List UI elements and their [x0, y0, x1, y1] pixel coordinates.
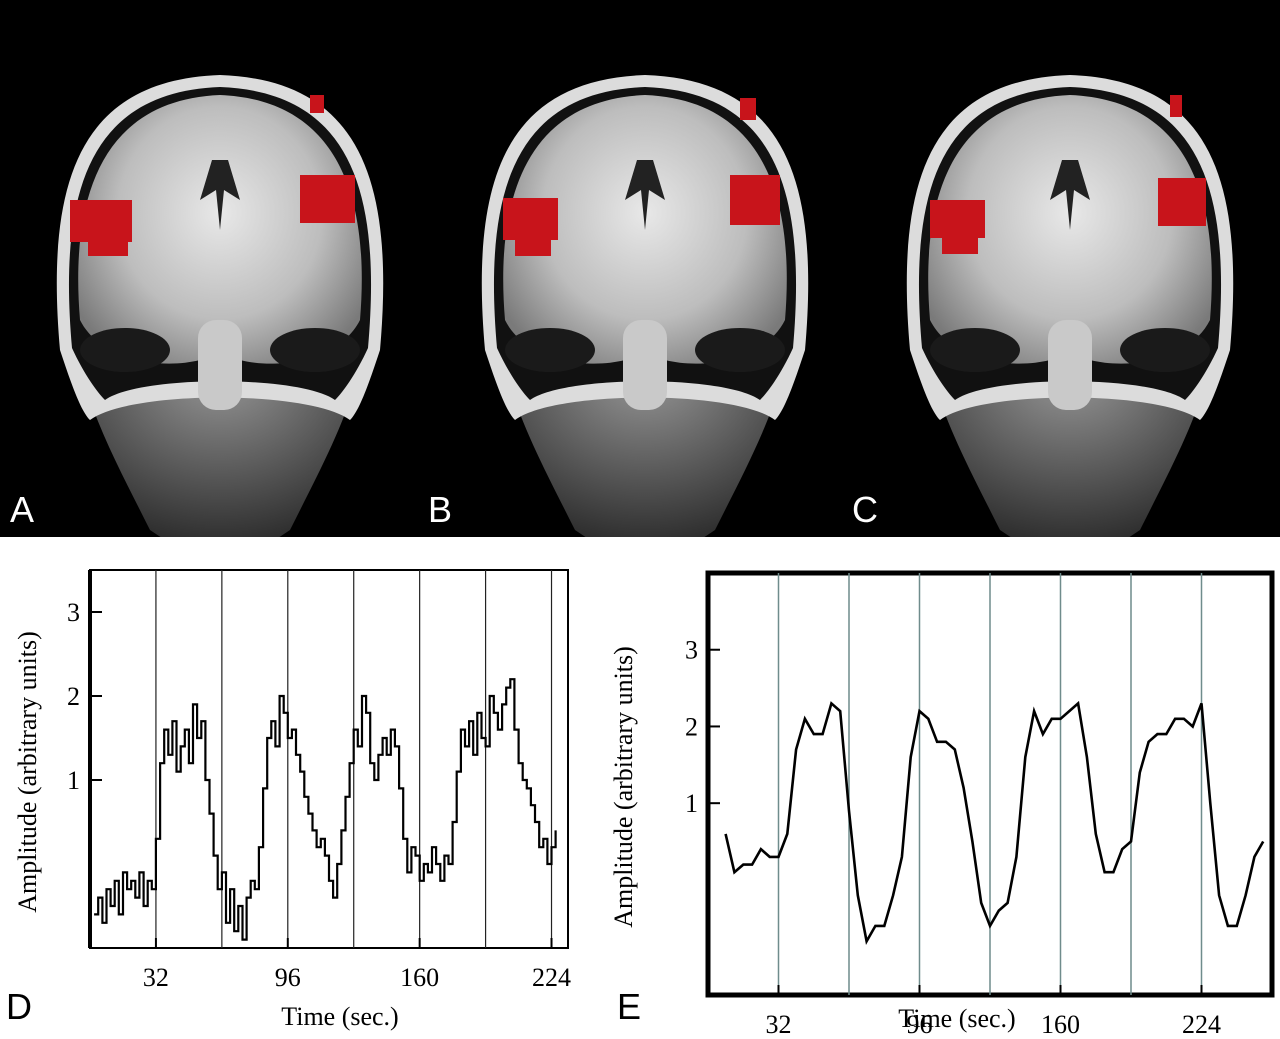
- activation-right-b: [730, 175, 780, 225]
- plot-d-ylabel: Amplitude (arbitrary units): [13, 631, 42, 913]
- activation-right-c: [1158, 178, 1206, 226]
- plot-e-ylabel: Amplitude (arbitrary units): [609, 646, 638, 928]
- timecourse-svg: 123 32 96 160 224 Amplitude (arbitrary unit…: [13, 569, 1275, 1039]
- plot-d-x-ticks: 32 96 160 224: [143, 938, 571, 992]
- mri-slice-a: [56, 75, 384, 550]
- activation-right-a: [300, 175, 355, 223]
- plot-e-trace: [724, 700, 1265, 945]
- panel-label-c: C: [852, 489, 878, 530]
- plot-e-xlabel: Time (sec.): [898, 1004, 1015, 1033]
- mri-images-svg: [56, 75, 1234, 550]
- activation-left-a: [70, 200, 132, 242]
- activation-left-c: [930, 200, 985, 238]
- x-tick-label-0: 32: [143, 963, 169, 992]
- y-tick-label-2: 3: [67, 598, 80, 627]
- plot-d-frame: [89, 569, 569, 949]
- y-tick-label-0: 1: [67, 766, 80, 795]
- x-tick-label-3: 224: [1182, 1010, 1221, 1034]
- panel-label-a: A: [10, 489, 35, 530]
- plot-d-xlabel: Time (sec.): [281, 1002, 398, 1031]
- plot-e: 123 32 96 160 224 Amplitude (arbitrary unit…: [609, 570, 1275, 1039]
- mri-slice-c: [906, 75, 1234, 550]
- x-tick-label-3: 224: [532, 963, 571, 992]
- mri-panel-row: A B C: [0, 0, 1280, 550]
- plot-d-trace: [94, 678, 557, 941]
- x-tick-label-1: 96: [275, 963, 301, 992]
- x-tick-label-0: 32: [766, 1010, 792, 1034]
- mri-slice-b: [481, 75, 809, 550]
- x-tick-label-2: 160: [400, 963, 439, 992]
- y-tick-label-2: 3: [685, 636, 698, 665]
- plot-e-y-ticks: 1 2 3: [685, 636, 720, 818]
- y-tick-label-1: 2: [685, 712, 698, 741]
- plot-d-y-ticks: 1 2 3: [67, 598, 102, 795]
- activation-left-b: [503, 198, 558, 240]
- panel-label-b: B: [428, 489, 453, 530]
- y-tick-label-0: 1: [685, 789, 698, 818]
- x-tick-label-2: 160: [1041, 1010, 1080, 1034]
- y-tick-label-1: 2: [67, 682, 80, 711]
- panel-label-e: E: [617, 986, 642, 1027]
- panel-label-d: D: [6, 986, 32, 1027]
- plot-d: 1 2 3 32 96 160 224 Amplitude (arbitrary unit…: [13, 569, 571, 1031]
